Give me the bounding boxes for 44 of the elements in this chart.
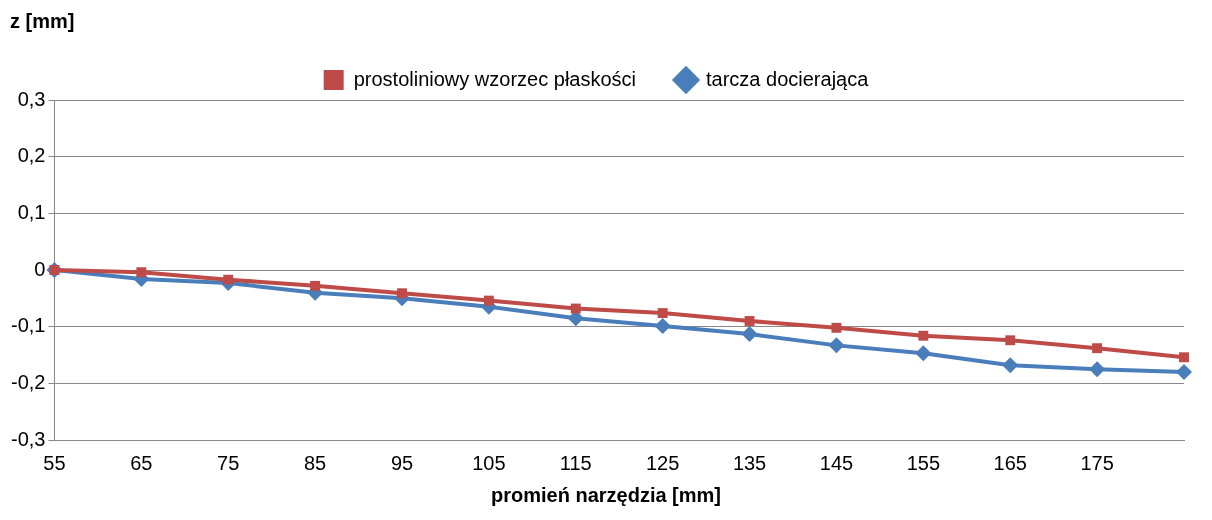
point	[310, 280, 321, 291]
x-tick-label: 95	[390, 451, 414, 474]
point	[136, 267, 147, 278]
y-tick-label: -0,1	[10, 314, 46, 337]
point	[483, 295, 494, 306]
legend-label: tarcza docierająca	[706, 67, 870, 90]
point	[744, 316, 755, 326]
point	[1092, 343, 1103, 354]
x-tick-label: 135	[732, 451, 767, 474]
point	[918, 330, 929, 341]
point	[741, 326, 758, 343]
x-tick-label: 105	[472, 451, 506, 474]
point	[657, 308, 668, 319]
y-tick-label: -0,3	[10, 427, 46, 450]
y-tick-label: -0,2	[10, 370, 46, 393]
x-tick-label: 155	[906, 451, 941, 474]
point	[1002, 357, 1019, 374]
point	[828, 337, 845, 354]
point	[397, 288, 407, 299]
point	[570, 303, 581, 314]
point	[654, 318, 671, 335]
point	[223, 274, 234, 285]
x-tick-label: 75	[217, 451, 240, 474]
x-tick-label: 85	[304, 451, 327, 474]
y-tick-label: 0,1	[17, 200, 46, 223]
y-tick-label: 0,3	[17, 87, 46, 110]
y-tick-label: 0,2	[17, 144, 46, 167]
x-tick-label: 115	[559, 451, 592, 474]
point	[1179, 352, 1189, 363]
x-tick-label: 125	[645, 451, 680, 474]
x-axis-title: promień narzędzia [mm]	[489, 484, 722, 507]
point	[1176, 364, 1192, 380]
point	[831, 322, 842, 333]
y-axis-title: z [mm]	[10, 10, 75, 33]
legend-label: prostoliniowy wzorzec płaskości	[353, 67, 637, 90]
x-tick-label: 165	[993, 451, 1027, 474]
x-tick-label: 65	[130, 451, 153, 474]
point	[1005, 335, 1016, 346]
y-tick-label: 0	[34, 257, 46, 280]
x-tick-label: 55	[43, 451, 66, 474]
x-tick-label: 145	[819, 451, 854, 474]
x-tick-label: 175	[1080, 451, 1114, 474]
point	[915, 345, 932, 362]
point	[1089, 361, 1106, 378]
